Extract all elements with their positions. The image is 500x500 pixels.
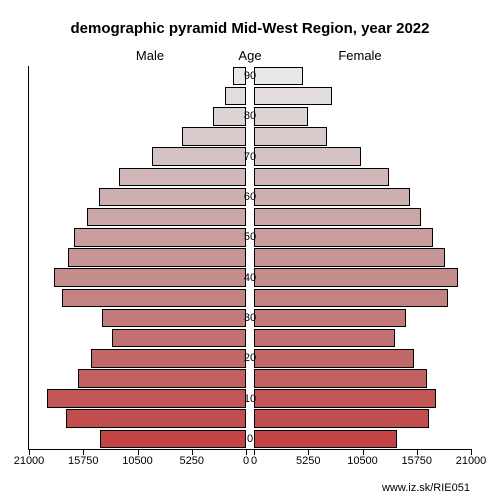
plot-area: 9080706050403020100210001575010500525000… [28, 66, 471, 450]
footer-link: www.iz.sk/RIE051 [382, 482, 470, 494]
male-label: Male [120, 48, 180, 63]
x-tick-female-15750: 15750 [401, 455, 432, 467]
x-tick-male-5250: 5250 [180, 455, 204, 467]
bar-female-35 [254, 289, 448, 308]
age-tick-80: 80 [235, 110, 265, 122]
age-tick-50: 50 [235, 231, 265, 243]
bar-male-25 [112, 329, 246, 348]
age-tick-70: 70 [235, 151, 265, 163]
bar-female-25 [254, 329, 395, 348]
bar-male-30 [102, 309, 246, 328]
age-tick-30: 30 [235, 312, 265, 324]
age-tick-90: 90 [235, 70, 265, 82]
chart-title: demographic pyramid Mid-West Region, yea… [0, 20, 500, 37]
bar-female-85 [254, 87, 332, 106]
age-tick-40: 40 [235, 272, 265, 284]
x-tick-female-5250: 5250 [296, 455, 320, 467]
bar-male-70 [152, 147, 246, 166]
bar-male-10 [47, 389, 246, 408]
bar-male-65 [119, 168, 246, 187]
bar-male-40 [54, 268, 246, 287]
bar-male-55 [87, 208, 246, 227]
bar-female-5 [254, 409, 429, 428]
bar-female-40 [254, 268, 458, 287]
bar-female-30 [254, 309, 406, 328]
bar-male-0 [100, 430, 246, 449]
x-tick-female-0: 0 [251, 455, 257, 467]
bar-male-50 [74, 228, 246, 247]
bar-female-20 [254, 349, 414, 368]
bar-female-15 [254, 369, 427, 388]
x-tick-male-21000: 21000 [14, 455, 45, 467]
population-pyramid-chart: demographic pyramid Mid-West Region, yea… [0, 0, 500, 500]
age-tick-10: 10 [235, 393, 265, 405]
bar-female-10 [254, 389, 436, 408]
x-tick-male-10500: 10500 [122, 455, 153, 467]
female-label: Female [330, 48, 390, 63]
bar-male-35 [62, 289, 246, 308]
bar-female-65 [254, 168, 389, 187]
bar-male-85 [225, 87, 246, 106]
bar-female-70 [254, 147, 361, 166]
bar-male-15 [78, 369, 246, 388]
x-tick-female-21000: 21000 [456, 455, 487, 467]
bar-female-60 [254, 188, 410, 207]
bar-female-0 [254, 430, 397, 449]
age-tick-0: 0 [235, 433, 265, 445]
bar-female-75 [254, 127, 327, 146]
age-tick-20: 20 [235, 352, 265, 364]
age-label: Age [220, 48, 280, 63]
x-tick-male-15750: 15750 [68, 455, 99, 467]
bar-male-75 [182, 127, 246, 146]
bar-female-45 [254, 248, 445, 267]
x-tick-male-0: 0 [243, 455, 249, 467]
bar-male-45 [68, 248, 246, 267]
x-tick-female-10500: 10500 [347, 455, 378, 467]
bar-female-55 [254, 208, 421, 227]
bar-male-20 [91, 349, 246, 368]
age-tick-60: 60 [235, 191, 265, 203]
bar-male-5 [66, 409, 246, 428]
bar-male-60 [99, 188, 246, 207]
bar-female-50 [254, 228, 433, 247]
